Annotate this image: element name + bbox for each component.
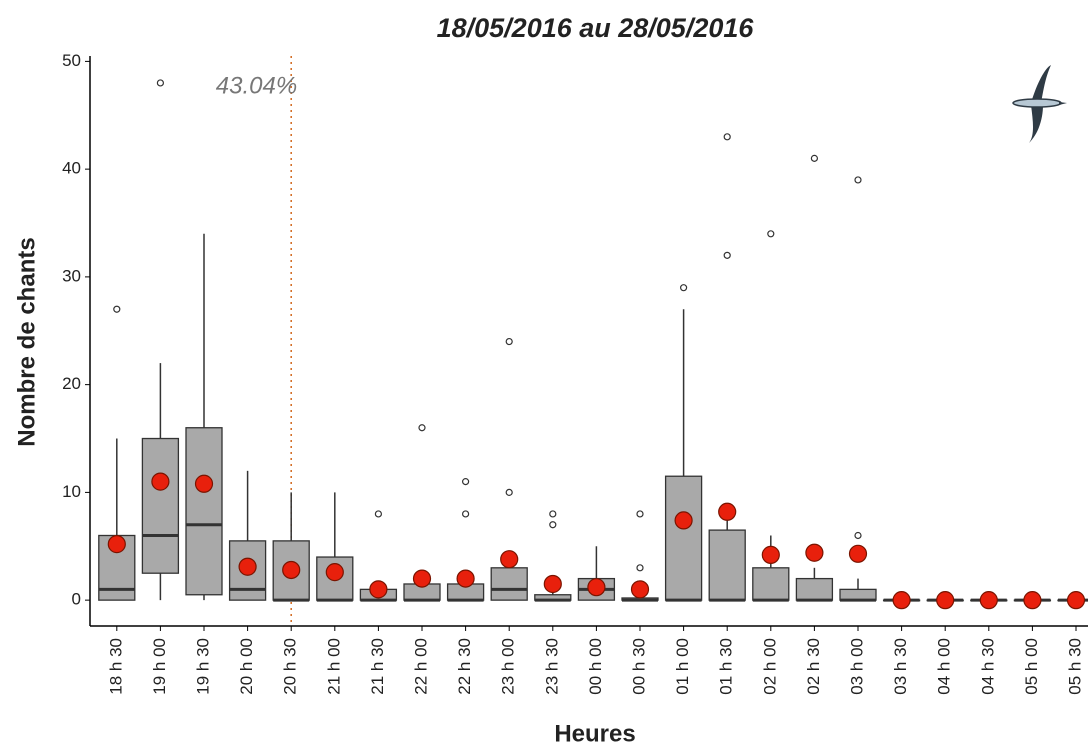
x-tick-label: 19 h 30 (193, 638, 212, 695)
mean-point (282, 560, 301, 580)
x-tick-label: 01 h 00 (673, 638, 692, 695)
outlier (505, 337, 513, 346)
outlier (156, 79, 164, 87)
x-tick-label: 03 h 00 (847, 638, 866, 695)
bird-icon (1012, 65, 1067, 143)
x-tick-label: 20 h 30 (281, 638, 300, 695)
outlier (462, 478, 470, 486)
box (752, 567, 790, 601)
mean-point (1023, 591, 1042, 610)
x-tick-label: 19 h 00 (150, 638, 169, 695)
outlier (723, 133, 731, 141)
x-tick-label: 23 h 30 (542, 638, 561, 695)
outlier (418, 424, 426, 432)
outlier (549, 521, 557, 529)
box (664, 475, 703, 601)
x-tick-label: 01 h 30 (717, 638, 736, 695)
x-tick-label: 22 h 00 (411, 638, 430, 695)
outlier (854, 531, 862, 540)
x-tick-label: 02 h 30 (804, 638, 823, 695)
y-tick-label: 20 (62, 374, 81, 393)
outlier (767, 230, 775, 238)
y-tick-label: 0 (72, 590, 81, 609)
x-tick-label: 21 h 00 (324, 638, 343, 695)
mean-point (892, 591, 911, 610)
y-tick-label: 30 (62, 266, 81, 285)
mean-point (325, 563, 344, 582)
y-tick-label: 40 (62, 159, 81, 178)
outlier (636, 564, 644, 572)
outlier (549, 510, 557, 518)
x-tick-label: 22 h 30 (455, 638, 474, 695)
box (795, 577, 834, 601)
mean-point (805, 543, 824, 562)
mean-point (979, 591, 998, 610)
y-tick-label: 50 (62, 51, 81, 70)
annotation: 43.04% (216, 72, 297, 99)
outlier (723, 251, 731, 259)
y-tick-label: 10 (62, 482, 81, 501)
mean-point (587, 578, 606, 597)
outlier (374, 510, 382, 518)
mean-point (630, 580, 650, 599)
mean-point (107, 535, 126, 554)
mean-point (674, 511, 693, 530)
x-tick-label: 03 h 30 (891, 638, 910, 695)
outlier (679, 284, 688, 292)
mean-point (369, 580, 388, 599)
mean-point (761, 545, 780, 564)
outlier (113, 305, 121, 313)
mean-point (543, 574, 562, 594)
y-axis-title: Nombre de chants (13, 237, 40, 446)
box (708, 529, 746, 601)
x-tick-label: 05 h 30 (1065, 638, 1084, 695)
x-tick-label: 05 h 00 (1022, 638, 1041, 695)
outlier (505, 488, 513, 496)
mean-point (500, 550, 519, 569)
outlier (810, 154, 819, 162)
box (839, 588, 877, 601)
x-tick-label: 02 h 00 (760, 638, 779, 695)
mean-point (412, 569, 432, 588)
x-tick-label: 04 h 30 (978, 638, 997, 695)
x-tick-label: 04 h 00 (935, 638, 954, 695)
outlier (854, 176, 862, 184)
x-axis-title: Heures (554, 720, 635, 747)
mean-point (1066, 591, 1086, 610)
mean-point (151, 472, 170, 491)
outlier (462, 510, 470, 518)
box (490, 567, 528, 601)
x-tick-label: 18 h 30 (106, 638, 125, 695)
mean-point (238, 557, 257, 576)
box (141, 437, 180, 574)
x-tick-label: 20 h 00 (237, 638, 256, 695)
outlier (636, 510, 644, 518)
mean-point (456, 569, 475, 588)
x-tick-label: 21 h 30 (368, 638, 387, 695)
mean-point (936, 591, 955, 610)
x-tick-label: 00 h 30 (629, 638, 648, 695)
x-tick-label: 00 h 00 (586, 638, 605, 695)
mean-point (718, 502, 737, 521)
mean-point (848, 544, 868, 563)
box (185, 427, 223, 596)
mean-point (194, 474, 214, 493)
x-tick-label: 23 h 00 (499, 638, 518, 695)
chart-title: 18/05/2016 au 28/05/2016 (437, 13, 755, 43)
